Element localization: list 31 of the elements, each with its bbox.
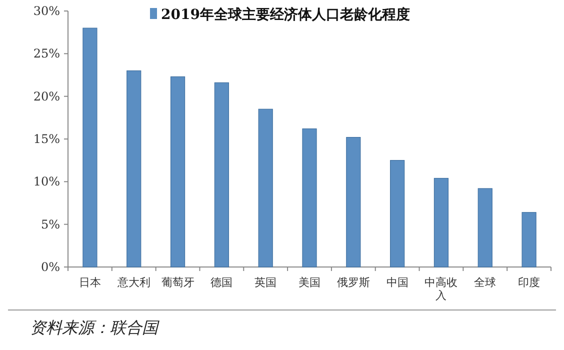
- x-tick-label: 美国: [298, 276, 320, 289]
- x-tick-label: 中国: [386, 276, 408, 289]
- legend-label: 2019年全球主要经济体人口老龄化程度: [161, 6, 410, 23]
- bar: [346, 136, 361, 268]
- x-tick-label: 日本: [78, 276, 101, 289]
- y-tick-label: 20%: [33, 89, 60, 104]
- y-tick-label: 0%: [40, 260, 60, 274]
- y-tick-label: 10%: [33, 174, 60, 189]
- bar: [214, 82, 229, 268]
- bar: [258, 108, 273, 268]
- x-tick-label: 葡萄牙: [161, 276, 194, 289]
- bar: [126, 70, 142, 268]
- y-tick-label: 30%: [33, 4, 60, 18]
- bar: [82, 28, 98, 268]
- bar: [390, 160, 405, 268]
- bar: [302, 128, 317, 268]
- bar: [170, 76, 186, 268]
- x-tick-label: 俄罗斯: [336, 276, 370, 289]
- bar: [478, 188, 492, 268]
- x-tick-label: 中高收入: [424, 276, 458, 302]
- bar: [522, 212, 536, 268]
- bar: [434, 178, 449, 268]
- x-tick-label: 印度: [518, 276, 540, 289]
- x-tick-label: 英国: [254, 276, 277, 289]
- y-tick-label: 5%: [40, 217, 60, 232]
- x-tick-label: 全球: [474, 276, 496, 289]
- y-tick-label: 15%: [33, 132, 60, 146]
- x-tick-label: 德国: [210, 276, 233, 289]
- y-tick-label: 25%: [33, 46, 60, 61]
- x-tick-label: 意大利: [116, 276, 150, 289]
- text: 资料来源：联合国: [30, 318, 160, 337]
